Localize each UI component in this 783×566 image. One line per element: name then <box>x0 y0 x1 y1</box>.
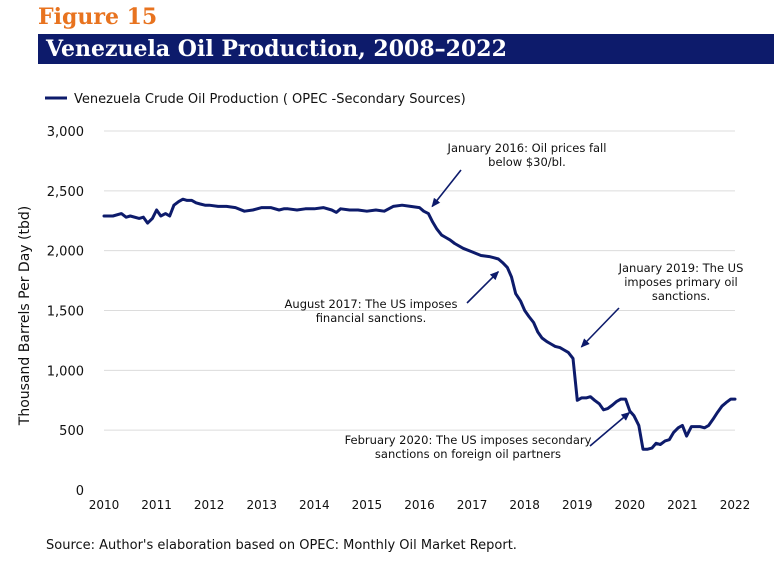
annotation-arrow <box>580 307 620 348</box>
annotation-text: below $30/bl. <box>488 155 566 169</box>
x-tick-label: 2022 <box>720 498 751 512</box>
annotation-text: August 2017: The US imposes <box>285 297 458 311</box>
x-tick-label: 2020 <box>615 498 646 512</box>
annotation-text: February 2020: The US imposes secondary <box>345 433 592 447</box>
y-tick-label: 1,500 <box>47 305 84 320</box>
annotation-arrow <box>466 270 500 304</box>
x-tick-label: 2021 <box>667 498 698 512</box>
x-tick-label: 2012 <box>194 498 225 512</box>
x-tick-label: 2015 <box>352 498 383 512</box>
y-tick-label: 0 <box>76 484 84 499</box>
legend-label: Venezuela Crude Oil Production ( OPEC -S… <box>74 92 466 107</box>
x-tick-label: 2010 <box>89 498 120 512</box>
annotation-text: sanctions on foreign oil partners <box>375 447 561 461</box>
x-tick-label: 2016 <box>404 498 435 512</box>
x-tick-label: 2018 <box>509 498 540 512</box>
y-tick-label: 2,500 <box>47 185 84 200</box>
annotation-text: sanctions. <box>652 289 710 303</box>
x-tick-label: 2019 <box>562 498 593 512</box>
chart-title: Venezuela Oil Production, 2008–2022 <box>46 36 507 62</box>
figure-label: Figure 15 <box>38 4 158 30</box>
annotation-arrow <box>431 169 462 208</box>
x-tick-label: 2017 <box>457 498 488 512</box>
title-bar: Venezuela Oil Production, 2008–2022 <box>38 34 774 64</box>
x-tick-label: 2011 <box>141 498 172 512</box>
y-axis-label: Thousand Barrels Per Day (tbd) <box>17 206 33 426</box>
y-tick-label: 500 <box>59 424 84 439</box>
x-tick-label: 2014 <box>299 498 330 512</box>
annotation-text: January 2019: The US <box>618 261 744 275</box>
x-tick-label: 2013 <box>246 498 277 512</box>
source-note: Source: Author's elaboration based on OP… <box>46 538 517 553</box>
series-line <box>102 197 737 451</box>
y-tick-label: 2,000 <box>47 245 84 260</box>
annotation-arrow <box>589 411 631 447</box>
y-tick-label: 1,000 <box>47 364 84 379</box>
annotation-text: imposes primary oil <box>624 275 738 289</box>
annotation-text: January 2016: Oil prices fall <box>447 141 607 155</box>
annotation-text: financial sanctions. <box>316 311 427 325</box>
y-tick-label: 3,000 <box>47 125 84 140</box>
